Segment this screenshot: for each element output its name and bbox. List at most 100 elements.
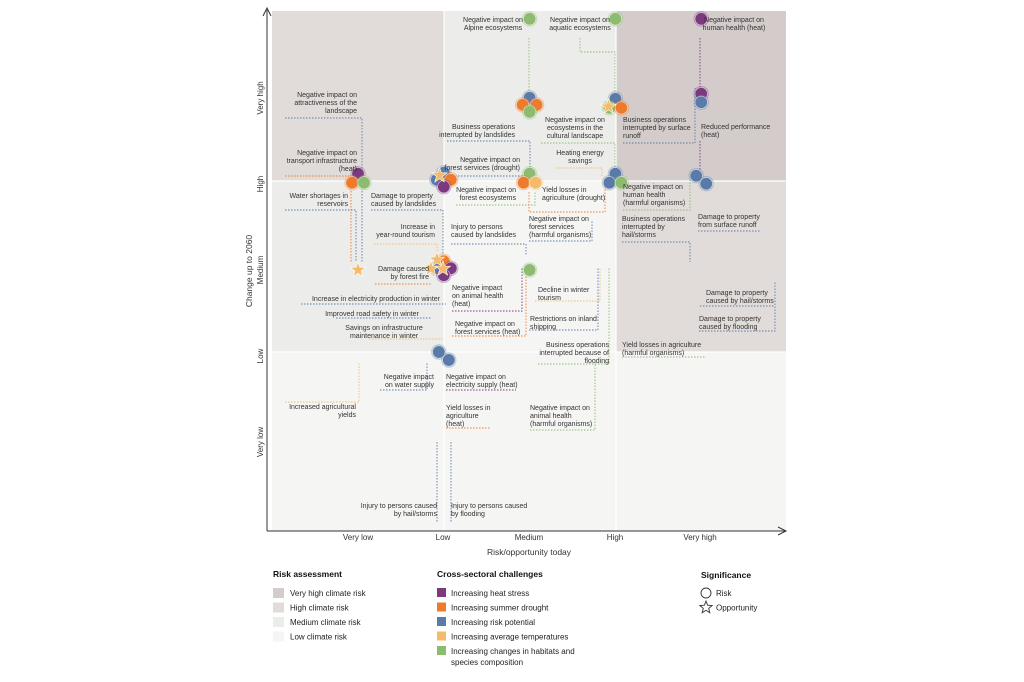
- annotation-leader: [451, 243, 527, 255]
- annotation-leader: [285, 175, 352, 262]
- annotation-line: Damage to property: [699, 316, 761, 323]
- y-tick-label: High: [256, 176, 265, 192]
- annotation-line: Alpine ecosystems: [464, 25, 523, 32]
- legend-significance-label: Opportunity: [716, 604, 757, 613]
- annotation-line: caused by landslides: [451, 232, 516, 239]
- annotation-line: Business operations: [623, 117, 687, 124]
- annotation-line: forest services: [529, 224, 575, 231]
- annotation-leader: [541, 142, 616, 171]
- legend-challenge-swatch: [437, 646, 446, 655]
- annotation-line: Negative impact on: [463, 17, 523, 24]
- risk-circle-outline: [530, 98, 544, 112]
- risk-zone-high: [272, 11, 444, 181]
- annotation-line: Negative impact on: [550, 17, 610, 24]
- annotation-label: Water shortages in reservoirs: [290, 193, 349, 208]
- annotation-label: Damage to property from surface runoff: [698, 214, 760, 229]
- annotation-line: caused by flooding: [699, 324, 757, 331]
- annotation-line: caused by hail/storms: [706, 298, 774, 305]
- x-axis-arrow: [777, 526, 788, 536]
- annotation-label: Negative impact on animal health (harmful …: [530, 405, 592, 428]
- annotation-label: Negative impact on transport infrastructu…: [287, 150, 358, 173]
- legend-challenge-label: Increasing average temperatures: [451, 633, 568, 642]
- annotation-line: caused by landslides: [371, 201, 436, 208]
- annotation-label: Negative impact on Alpine ecosystems: [463, 17, 523, 32]
- risk-circle-outline: [351, 167, 365, 181]
- annotation-line: human health (heat): [703, 25, 766, 32]
- risk-circle-outline: [444, 173, 458, 187]
- annotation-line: Negative impact on: [460, 157, 520, 164]
- annotation-line: Injury to persons caused: [361, 503, 437, 510]
- data-markers: [344, 11, 714, 368]
- annotation-line: Yield losses in: [542, 187, 587, 194]
- annotations: Negative impact on Alpine ecosystemsNegat…: [287, 17, 775, 518]
- annotation-label: Negative impact on forest services (harmfu…: [529, 216, 591, 239]
- annotation-line: by hail/storms: [394, 511, 438, 518]
- risk-circle-outline: [608, 167, 622, 181]
- annotation-leader: [699, 282, 776, 332]
- annotation-line: (harmful organisms): [530, 421, 592, 428]
- annotation-line: Negative impact: [452, 285, 502, 292]
- annotation-line: interrupted by landslides: [439, 132, 515, 139]
- legend-challenge-label-line2: species composition: [451, 658, 523, 667]
- annotation-line: Negative impact on: [704, 17, 764, 24]
- annotation-line: by flooding: [451, 511, 485, 518]
- legend-zone-swatch: [273, 617, 284, 627]
- annotation-leader: [452, 268, 527, 337]
- annotation-leader: [622, 241, 691, 262]
- x-axis-title: Risk/opportunity today: [487, 547, 572, 557]
- annotation-label: Yield losses in agriculture (heat): [446, 405, 491, 428]
- annotation-label: Damage caused by forest fire: [378, 266, 429, 281]
- legend-risk-circle-icon: [700, 587, 712, 599]
- annotation-label: Savings on infrastructure maintenance in …: [345, 325, 423, 340]
- annotation-line: reservoirs: [317, 201, 348, 208]
- annotation-label: Negative impact on forest ecosystems: [456, 187, 516, 202]
- annotation-label: Yield losses in agriculture (harmful orga…: [622, 342, 701, 357]
- annotation-label: Increase in year-round tourism: [376, 224, 435, 239]
- annotation-line: (heat): [701, 132, 719, 139]
- risk-circle-outline: [523, 167, 537, 181]
- legend-zone-swatch: [273, 602, 284, 613]
- annotation-label: Negative impact on forest services (droug…: [445, 157, 521, 172]
- annotation-line: Negative impact on: [456, 187, 516, 194]
- annotation-line: interrupted by surface: [623, 125, 691, 132]
- annotation-line: Negative impact on: [530, 405, 590, 412]
- annotation-label: Negative impact on water supply: [384, 374, 435, 389]
- annotation-line: Damage to property: [706, 290, 768, 297]
- opportunity-star-marker: [600, 97, 617, 114]
- legend-opportunity-star-icon: [698, 599, 714, 614]
- annotation-leader: [285, 209, 357, 262]
- annotation-line: cultural landscape: [547, 133, 604, 140]
- y-tick-label: Very low: [256, 427, 265, 457]
- risk-circle-outline: [694, 12, 708, 26]
- y-axis-arrow: [262, 6, 272, 17]
- annotation-leader: [623, 88, 696, 144]
- annotation-label: Negative impact on electricity supply (he…: [446, 374, 518, 389]
- annotation-line: year-round tourism: [376, 232, 435, 239]
- annotation-line: Business operations: [622, 216, 686, 223]
- annotation-leader: [456, 192, 536, 206]
- risk-zones: [272, 11, 786, 531]
- opportunity-star-marker: [349, 261, 367, 278]
- x-tick-label: Medium: [515, 533, 544, 542]
- annotation-label: Injury to persons caused by landslides: [451, 224, 516, 239]
- annotation-leaders: [285, 38, 776, 523]
- annotation-leader: [579, 38, 616, 96]
- annotation-line: Damage caused: [378, 266, 429, 273]
- annotation-line: Reduced performance: [701, 124, 770, 131]
- annotation-line: by forest fire: [390, 274, 429, 281]
- annotation-label: Increase in electricity production in wi…: [312, 296, 441, 303]
- annotation-label: Negative impact on human health (heat): [703, 17, 766, 32]
- risk-circle-outline: [516, 98, 530, 112]
- annotation-line: Negative impact on: [545, 117, 605, 124]
- annotation-line: hail/storms: [622, 232, 656, 239]
- legend-zone-label: High climate risk: [290, 604, 350, 613]
- annotation-line: Business operations: [546, 342, 610, 349]
- annotation-line: Damage to property: [698, 214, 760, 221]
- annotation-line: Heating energy: [556, 150, 604, 157]
- annotation-line: Negative impact on: [297, 150, 357, 157]
- risk-circle-outline: [529, 176, 543, 190]
- annotation-line: Negative impact on: [297, 92, 357, 99]
- legend-challenge-swatch: [437, 617, 446, 626]
- annotation-label: Yield losses in agriculture (drought): [542, 187, 605, 202]
- annotation-label: Negative impact on human health (harmful o…: [623, 184, 685, 207]
